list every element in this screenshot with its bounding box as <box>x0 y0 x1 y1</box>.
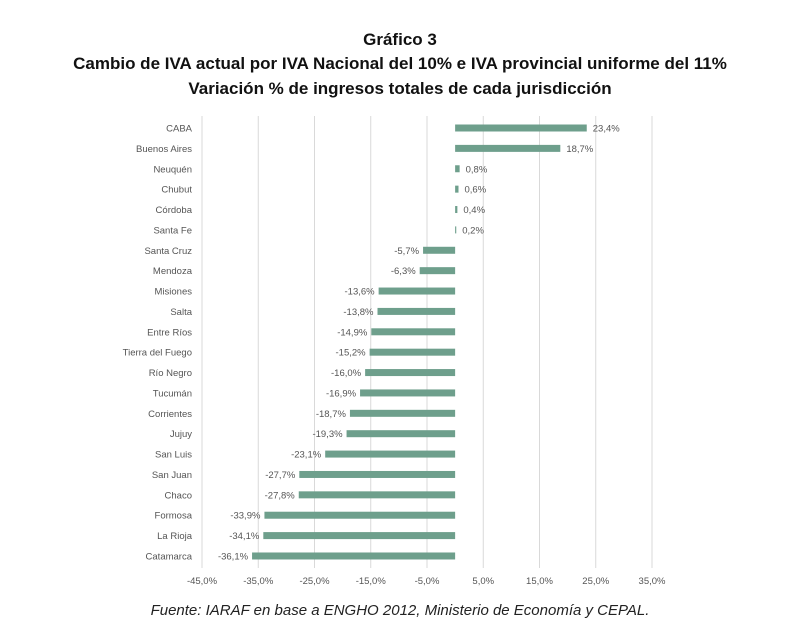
x-tick-label: 25,0% <box>582 576 609 587</box>
category-label: Neuquén <box>153 164 192 175</box>
bar <box>378 287 456 295</box>
x-tick-label: -15,0% <box>356 576 387 587</box>
bar <box>455 144 561 152</box>
data-label: -15,2% <box>336 348 367 359</box>
bar <box>455 206 458 214</box>
category-label: Chaco <box>165 490 192 501</box>
data-label: -5,7% <box>394 246 419 257</box>
bar <box>371 328 456 336</box>
data-label: -27,8% <box>265 490 296 501</box>
data-label: -16,9% <box>326 388 357 399</box>
data-label: 0,2% <box>462 225 484 236</box>
data-label: -16,0% <box>331 368 362 379</box>
x-tick-label: 15,0% <box>526 576 553 587</box>
bar <box>299 470 456 478</box>
bar <box>369 348 456 356</box>
bar <box>377 307 456 315</box>
bar-chart: -45,0% -35,0% -25,0% -15,0% -5,0% 5,0% 15,0% 25… <box>123 116 666 587</box>
bar <box>349 409 456 417</box>
data-label: -33,9% <box>230 511 261 522</box>
bar <box>455 226 457 234</box>
category-label: San Juan <box>152 470 192 481</box>
bar <box>264 511 456 519</box>
data-label: 0,6% <box>465 185 487 196</box>
data-label: -34,1% <box>229 531 260 542</box>
bar <box>360 389 456 397</box>
data-label: -13,8% <box>343 307 374 318</box>
category-label: Córdoba <box>156 205 193 216</box>
data-label: -19,3% <box>312 429 343 440</box>
bar <box>455 185 459 193</box>
bar <box>365 369 456 377</box>
x-tick-label: -25,0% <box>299 576 330 587</box>
category-label: Río Negro <box>149 368 192 379</box>
category-label: San Luis <box>155 450 192 461</box>
category-label: Chubut <box>161 185 192 196</box>
category-label: Entre Ríos <box>147 327 192 338</box>
category-label: Misiones <box>155 287 193 298</box>
data-label: -18,7% <box>316 409 347 420</box>
chart-subtitle-2: Variación % de ingresos totales de cada … <box>188 79 612 98</box>
category-label: Tucumán <box>153 388 192 399</box>
data-label: 0,4% <box>463 205 485 216</box>
category-label: CABA <box>166 124 193 135</box>
bar <box>419 267 456 275</box>
category-label: Catamarca <box>146 551 193 562</box>
data-label: -23,1% <box>291 450 322 461</box>
category-label: Buenos Aires <box>136 144 192 155</box>
bar <box>346 430 456 438</box>
category-label: Jujuy <box>170 429 192 440</box>
data-label: 0,8% <box>466 164 488 175</box>
x-tick-label: 35,0% <box>639 576 666 587</box>
bar <box>423 246 456 254</box>
chart-title: Gráfico 3 <box>363 30 437 49</box>
bar <box>455 165 460 173</box>
bar <box>252 552 456 560</box>
bar <box>325 450 456 458</box>
data-label: 18,7% <box>566 144 593 155</box>
source-note: Fuente: IARAF en base a ENGHO 2012, Mini… <box>150 602 650 619</box>
data-label: -13,6% <box>345 287 376 298</box>
category-label: Corrientes <box>148 409 192 420</box>
data-label: 23,4% <box>593 124 620 135</box>
category-label: Santa Fe <box>153 225 192 236</box>
bar <box>455 124 587 132</box>
data-label: -36,1% <box>218 551 249 562</box>
category-label: La Rioja <box>157 531 193 542</box>
x-tick-label: -5,0% <box>415 576 440 587</box>
x-tick-label: -35,0% <box>243 576 274 587</box>
bar <box>298 491 456 499</box>
category-label: Salta <box>170 307 192 318</box>
data-label: -14,9% <box>337 327 368 338</box>
x-tick-label: 5,0% <box>472 576 494 587</box>
category-label: Formosa <box>155 511 193 522</box>
category-label: Santa Cruz <box>144 246 192 257</box>
chart-subtitle: Cambio de IVA actual por IVA Nacional de… <box>73 54 727 73</box>
bar <box>263 532 456 540</box>
data-label: -6,3% <box>391 266 416 277</box>
x-tick-label: -45,0% <box>187 576 218 587</box>
data-label: -27,7% <box>265 470 296 481</box>
category-label: Tierra del Fuego <box>123 348 192 359</box>
category-label: Mendoza <box>153 266 193 277</box>
